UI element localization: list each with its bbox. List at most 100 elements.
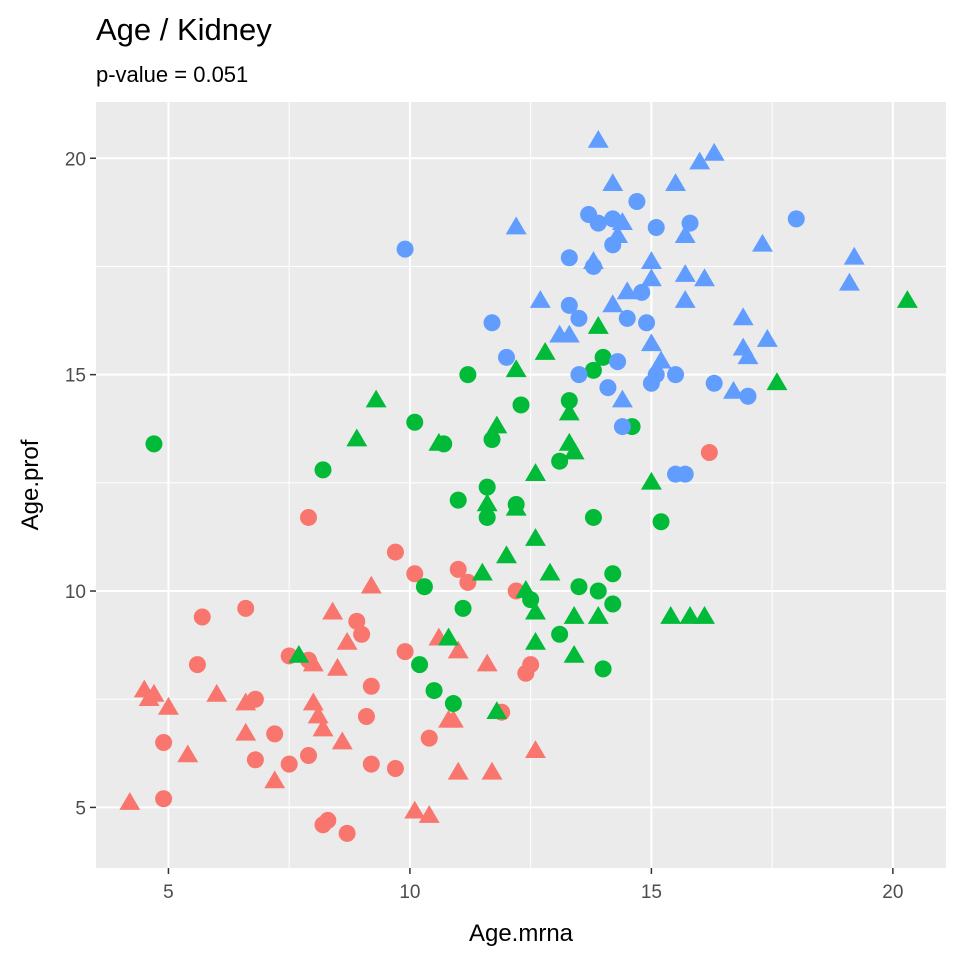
data-point-circle bbox=[459, 573, 477, 591]
data-point-circle bbox=[449, 491, 467, 509]
data-point-circle bbox=[551, 452, 569, 470]
data-point-triangle bbox=[404, 800, 426, 819]
data-point-circle bbox=[604, 595, 622, 613]
data-point-triangle bbox=[505, 216, 527, 235]
data-point-triangle bbox=[447, 761, 469, 780]
data-point-circle bbox=[246, 690, 264, 708]
data-point-circle bbox=[478, 478, 496, 496]
data-point-circle bbox=[647, 219, 665, 237]
data-point-triangle bbox=[177, 744, 199, 763]
data-point-triangle bbox=[496, 545, 517, 564]
data-point-circle bbox=[667, 366, 685, 384]
data-point-circle bbox=[594, 660, 612, 678]
data-point-triangle bbox=[360, 575, 382, 594]
data-point-triangle bbox=[640, 268, 662, 287]
data-point-triangle bbox=[525, 631, 546, 650]
data-point-circle bbox=[386, 759, 404, 777]
data-point-circle bbox=[353, 625, 371, 643]
data-point-circle bbox=[357, 708, 375, 726]
data-point-triangle bbox=[563, 605, 585, 624]
data-point-circle bbox=[338, 824, 356, 842]
data-point-triangle bbox=[679, 605, 701, 624]
data-point-triangle bbox=[558, 324, 580, 343]
data-point-circle bbox=[551, 625, 569, 643]
data-point-circle bbox=[570, 309, 588, 327]
data-point-circle bbox=[280, 755, 298, 773]
data-point-triangle bbox=[640, 333, 662, 352]
data-point-circle bbox=[406, 413, 424, 431]
data-point-circle bbox=[570, 578, 588, 596]
data-point-triangle bbox=[587, 129, 609, 148]
data-point-triangle bbox=[481, 761, 503, 780]
data-point-circle bbox=[314, 461, 332, 479]
data-point-circle bbox=[522, 656, 540, 674]
data-point-triangle bbox=[365, 389, 387, 408]
data-point-circle bbox=[652, 513, 670, 531]
data-point-triangle bbox=[650, 350, 672, 369]
data-point-circle bbox=[362, 677, 380, 695]
data-point-circle bbox=[411, 656, 429, 674]
y-tick-label: 10 bbox=[65, 582, 86, 603]
data-point-circle bbox=[584, 508, 602, 526]
data-point-circle bbox=[362, 755, 380, 773]
data-point-circle bbox=[435, 435, 453, 453]
x-tick-label: 5 bbox=[163, 882, 174, 903]
data-point-triangle bbox=[336, 631, 358, 650]
data-point-triangle bbox=[694, 268, 715, 287]
data-point-circle bbox=[594, 348, 612, 366]
y-tick-label: 15 bbox=[65, 366, 86, 387]
data-point-triangle bbox=[288, 644, 310, 663]
data-point-circle bbox=[266, 725, 284, 743]
data-point-circle bbox=[498, 348, 516, 366]
data-point-triangle bbox=[694, 605, 715, 624]
data-point-triangle bbox=[665, 173, 686, 192]
data-point-triangle bbox=[756, 329, 778, 347]
data-point-triangle bbox=[525, 463, 546, 482]
data-point-triangle bbox=[264, 770, 286, 789]
data-point-circle bbox=[483, 314, 501, 332]
data-point-triangle bbox=[525, 740, 546, 758]
data-point-circle bbox=[570, 366, 588, 384]
data-point-circle bbox=[609, 353, 627, 371]
data-point-circle bbox=[638, 314, 656, 332]
data-point-circle bbox=[647, 366, 665, 384]
data-point-circle bbox=[237, 599, 255, 617]
data-point-triangle bbox=[119, 792, 141, 810]
data-point-triangle bbox=[607, 225, 629, 243]
data-point-circle bbox=[560, 296, 578, 314]
data-point-triangle bbox=[732, 307, 754, 326]
data-point-circle bbox=[246, 751, 264, 769]
data-point-triangle bbox=[418, 805, 440, 823]
data-point-triangle bbox=[752, 233, 773, 252]
data-point-triangle bbox=[235, 722, 257, 741]
data-point-triangle bbox=[331, 731, 353, 750]
x-axis-ticks: 5 10 15 20 bbox=[163, 868, 903, 903]
data-point-circle bbox=[676, 465, 694, 483]
data-point-circle bbox=[633, 283, 651, 301]
data-point-triangle bbox=[322, 601, 344, 620]
data-point-triangle bbox=[602, 173, 624, 192]
data-point-triangle bbox=[611, 212, 633, 230]
chart-title: Age / Kidney bbox=[96, 12, 272, 47]
data-point-triangle bbox=[674, 290, 696, 308]
data-point-circle bbox=[193, 608, 211, 626]
data-point-circle bbox=[618, 309, 636, 327]
data-point-triangle bbox=[307, 705, 329, 724]
data-point-circle bbox=[300, 746, 317, 764]
data-point-triangle bbox=[616, 281, 638, 300]
x-tick-label: 15 bbox=[641, 882, 662, 903]
data-point-triangle bbox=[611, 389, 633, 408]
data-point-triangle bbox=[582, 251, 604, 269]
data-point-triangle bbox=[558, 402, 580, 421]
data-point-circle bbox=[700, 444, 718, 462]
data-point-triangle bbox=[843, 246, 865, 265]
data-point-triangle bbox=[486, 701, 508, 720]
data-point-triangle bbox=[689, 151, 711, 170]
data-point-circle bbox=[396, 643, 414, 661]
data-point-circle bbox=[589, 582, 607, 600]
data-point-triangle bbox=[471, 562, 493, 581]
data-point-triangle bbox=[529, 290, 551, 308]
data-point-circle bbox=[589, 214, 607, 232]
data-point-triangle bbox=[447, 640, 469, 659]
